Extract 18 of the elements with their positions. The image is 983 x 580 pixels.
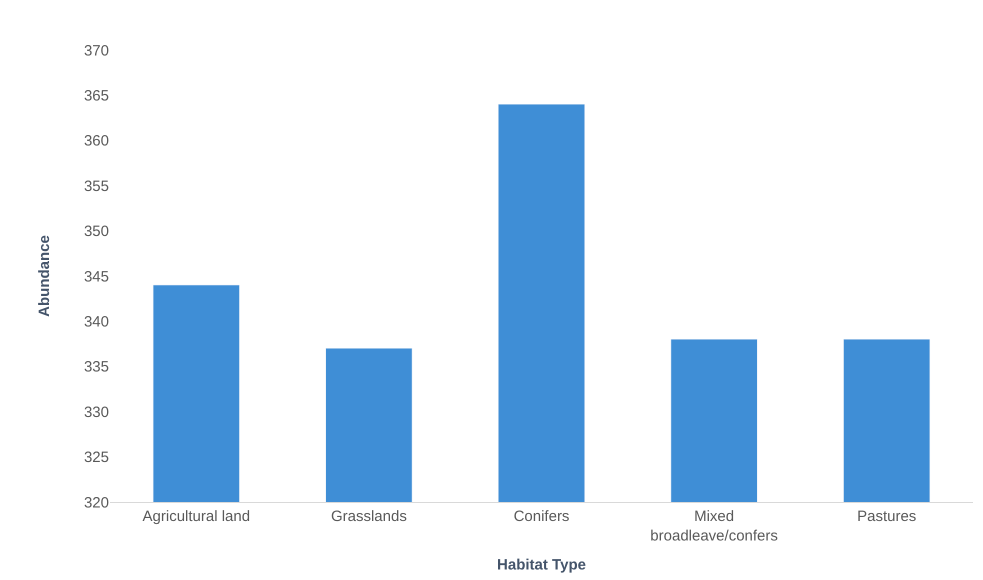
y-tick-label: 320 — [84, 494, 109, 512]
y-tick-label: 350 — [84, 223, 109, 240]
y-tick-label: 340 — [84, 313, 109, 330]
x-tick-label: Mixed broadleave/confers — [650, 508, 778, 544]
y-tick-label: 370 — [84, 42, 109, 60]
y-tick-label: 365 — [84, 87, 109, 104]
y-tick-label: 355 — [84, 178, 109, 195]
x-tick-label: Grasslands — [330, 508, 407, 525]
x-tick-label: Conifers — [514, 508, 570, 525]
x-axis-title: Habitat Type — [497, 556, 586, 574]
x-tick-label: Pastures — [857, 508, 916, 525]
y-tick-label: 325 — [84, 449, 109, 466]
y-tick-label: 330 — [84, 404, 109, 421]
y-tick-label: 360 — [84, 132, 109, 150]
y-axis-title: Abundance — [36, 235, 54, 317]
y-tick-label: 335 — [84, 358, 109, 376]
x-tick-label: Agricultural land — [142, 508, 250, 525]
y-tick-label: 345 — [84, 268, 109, 286]
